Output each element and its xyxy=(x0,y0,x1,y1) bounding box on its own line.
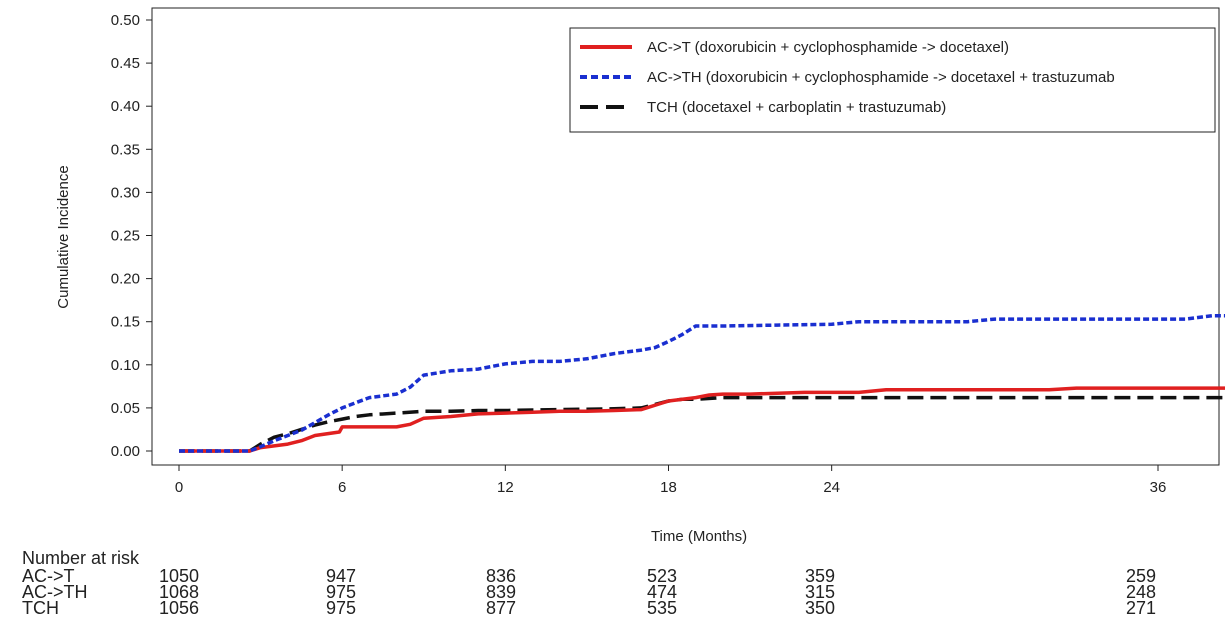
risk-row-label: AC->T xyxy=(22,566,75,586)
y-tick-label: 0.25 xyxy=(111,228,140,245)
risk-value: 259 xyxy=(1126,566,1156,586)
y-tick-label: 0.35 xyxy=(111,141,140,158)
risk-value: 315 xyxy=(805,582,835,602)
risk-value: 1050 xyxy=(159,566,199,586)
legend: AC->T (doxorubicin + cyclophosphamide ->… xyxy=(569,27,1216,133)
series-line-tch xyxy=(179,395,1225,453)
risk-value: 1068 xyxy=(159,582,199,602)
risk-value: 975 xyxy=(326,582,356,602)
risk-value: 836 xyxy=(486,566,516,586)
risk-value: 877 xyxy=(486,598,516,618)
x-axis: 0 6 12 18 24 36 xyxy=(175,465,1167,496)
y-tick-label: 0.20 xyxy=(111,271,140,288)
y-tick-label: 0.00 xyxy=(111,443,140,460)
y-tick-label: 0.40 xyxy=(111,98,140,115)
risk-value: 839 xyxy=(486,582,516,602)
x-axis-label: Time (Months) xyxy=(651,528,747,545)
plot-frame xyxy=(151,7,1220,466)
x-tick-label: 24 xyxy=(823,479,840,496)
series-line-ac-t xyxy=(179,386,1225,453)
y-tick-label: 0.45 xyxy=(111,55,140,72)
y-axis-label: Cumulative Incidence xyxy=(55,165,72,308)
y-axis: 0.00 0.05 0.10 0.15 0.20 0.25 0.30 0.35 0.40 0.45… xyxy=(111,12,152,460)
legend-label: AC->T (doxorubicin + cyclophosphamide ->… xyxy=(647,39,1009,56)
series-line-ac-th xyxy=(179,313,1225,453)
risk-value: 975 xyxy=(326,598,356,618)
y-tick-label: 0.10 xyxy=(111,357,140,374)
risk-value: 1056 xyxy=(159,598,199,618)
x-tick-label: 0 xyxy=(175,479,183,496)
y-tick-label: 0.50 xyxy=(111,12,140,29)
legend-label: AC->TH (doxorubicin + cyclophosphamide -… xyxy=(647,69,1115,86)
y-tick-label: 0.05 xyxy=(111,400,140,417)
risk-table: Number at risk AC->T 1050 947 836 523 359 259 A… xyxy=(22,548,1156,618)
legend-box xyxy=(569,27,1216,133)
risk-value: 359 xyxy=(805,566,835,586)
risk-value: 474 xyxy=(647,582,677,602)
risk-value: 271 xyxy=(1126,598,1156,618)
risk-value: 535 xyxy=(647,598,677,618)
risk-value: 523 xyxy=(647,566,677,586)
risk-row-label: AC->TH xyxy=(22,582,88,602)
legend-label: TCH (docetaxel + carboplatin + trastuzum… xyxy=(647,99,946,116)
risk-value: 248 xyxy=(1126,582,1156,602)
risk-value: 947 xyxy=(326,566,356,586)
risk-value: 350 xyxy=(805,598,835,618)
x-tick-label: 18 xyxy=(660,479,677,496)
x-tick-label: 6 xyxy=(338,479,346,496)
series-layer xyxy=(179,313,1225,453)
y-tick-label: 0.30 xyxy=(111,184,140,201)
x-tick-label: 12 xyxy=(497,479,514,496)
risk-row-label: TCH xyxy=(22,598,59,618)
risk-table-title: Number at risk xyxy=(22,548,140,568)
y-tick-label: 0.15 xyxy=(111,314,140,331)
x-tick-label: 36 xyxy=(1150,479,1167,496)
